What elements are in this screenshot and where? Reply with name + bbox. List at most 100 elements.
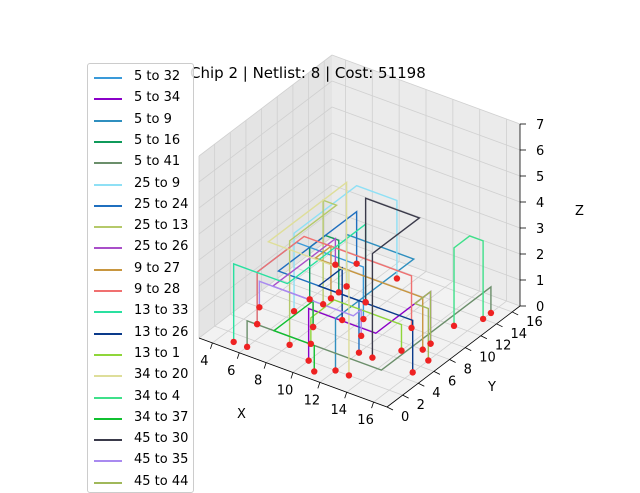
y-tick-label: 14	[511, 327, 528, 342]
wire-series-13	[317, 266, 414, 373]
x-tick	[344, 392, 348, 399]
legend-entry: 5 to 9	[92, 111, 192, 131]
legend-swatch	[94, 481, 122, 484]
grid-line	[331, 158, 521, 229]
legend-label: 9 to 28	[134, 282, 181, 297]
x-tick	[317, 382, 321, 389]
grid-line	[198, 210, 333, 313]
chart-legend: 5 to 32 5 to 34 5 to 9 5 to 16 5 to 41 25 to …	[87, 63, 194, 493]
grid-line	[198, 80, 333, 183]
legend-label: 45 to 30	[134, 431, 189, 447]
y-tick-label: 0	[401, 410, 409, 425]
legend-entry: 45 to 35	[92, 451, 192, 471]
gate-point	[409, 369, 416, 376]
gate-point	[369, 354, 376, 361]
x-tick	[263, 362, 267, 369]
gate-point	[307, 340, 315, 348]
grid-line	[261, 290, 450, 360]
gate-point	[408, 324, 415, 332]
grid-line	[331, 132, 521, 203]
z-tick-label: 2	[536, 248, 544, 263]
x-tick-label: 8	[254, 374, 262, 389]
wire-series-8	[288, 199, 338, 345]
gate-point	[338, 316, 346, 324]
legend-swatch	[94, 98, 122, 101]
gate-point	[319, 301, 327, 308]
legend-label: 5 to 16	[134, 132, 181, 148]
legend-label: 25 to 26	[134, 239, 189, 255]
legend-label: 5 to 34	[134, 90, 181, 106]
grid-line	[198, 106, 333, 209]
legend-label: 13 to 1	[134, 345, 181, 361]
legend-swatch	[94, 353, 122, 356]
gate-point	[332, 261, 339, 268]
gate-point	[306, 296, 313, 303]
legend-swatch	[94, 439, 122, 442]
legend-swatch	[94, 162, 122, 165]
gate-point	[243, 343, 251, 351]
legend-swatch	[94, 268, 122, 271]
gate-point	[360, 315, 367, 323]
x-tick-label: 12	[304, 393, 321, 408]
y-tick	[418, 382, 425, 387]
y-axis-line	[386, 305, 521, 408]
grid-line	[239, 251, 373, 354]
legend-swatch	[94, 290, 122, 292]
grid-line	[308, 254, 497, 325]
legend-swatch	[94, 77, 122, 79]
legend-swatch	[94, 247, 122, 250]
wire-series-11	[256, 235, 413, 328]
legend-label: 34 to 37	[134, 409, 189, 425]
gate-point	[309, 323, 317, 331]
y-tick	[496, 323, 503, 328]
legend-label: 25 to 24	[134, 196, 189, 212]
left-pane	[199, 55, 332, 338]
grid-line	[198, 54, 333, 157]
grid-line	[324, 242, 513, 313]
wire-series-5	[246, 285, 492, 371]
legend-label: 5 to 41	[134, 154, 181, 170]
legend-entry: 25 to 24	[92, 196, 192, 216]
grid-line	[331, 80, 521, 151]
x-tick	[371, 401, 374, 409]
x-tick-label: 16	[357, 413, 374, 428]
legend-swatch	[94, 204, 122, 207]
x-tick-label: 4	[200, 354, 208, 369]
gate-point	[343, 283, 350, 290]
legend-entry: 13 to 26	[92, 324, 192, 344]
y-tick-label: 16	[526, 315, 543, 330]
gate-point	[305, 357, 312, 364]
y-tick	[386, 406, 394, 411]
z-axis-label: Z	[575, 204, 584, 219]
legend-swatch	[94, 226, 122, 229]
wire-series-18	[364, 197, 421, 358]
x-tick-label: 14	[330, 403, 347, 418]
grid-line	[245, 301, 435, 372]
legend-label: 45 to 35	[134, 452, 189, 468]
legend-swatch	[94, 140, 122, 143]
legend-swatch	[94, 332, 122, 335]
legend-swatch	[94, 417, 122, 420]
y-tick-label: 8	[464, 362, 472, 377]
wire-series-10	[313, 244, 424, 350]
legend-entry: 9 to 28	[92, 281, 192, 301]
gate-point	[327, 295, 335, 302]
z-tick-label: 6	[536, 144, 544, 159]
legend-label: 5 to 9	[134, 111, 172, 127]
legend-entry: 45 to 30	[92, 430, 192, 450]
wire-series-17	[272, 299, 315, 372]
z-tick-label: 4	[536, 196, 544, 211]
gate-point	[353, 260, 360, 267]
legend-swatch	[94, 183, 122, 186]
legend-swatch	[94, 460, 122, 463]
gate-point	[332, 367, 339, 374]
legend-entry: 5 to 16	[92, 132, 192, 152]
wire-series-15	[266, 181, 350, 376]
grid-line	[331, 184, 521, 255]
grid-line	[331, 236, 521, 307]
gate-point	[487, 309, 495, 317]
legend-entry: 13 to 1	[92, 345, 192, 365]
gate-point	[362, 299, 369, 306]
legend-label: 34 to 20	[134, 367, 189, 383]
y-tick-label: 6	[448, 374, 456, 389]
